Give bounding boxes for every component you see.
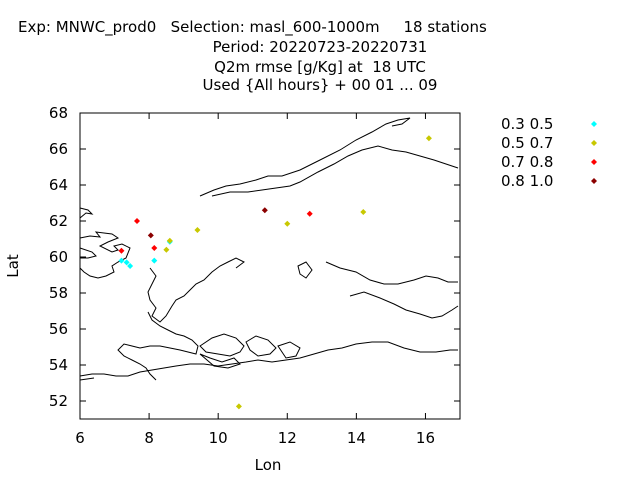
data-point-series-3: [134, 218, 140, 224]
y-tick-labels: 52 54 56 58 60 62 64 66 68: [49, 104, 68, 410]
data-point-series-2: [235, 403, 242, 410]
y-tick-label: 54: [49, 356, 68, 374]
x-tick-label: 6: [75, 429, 85, 447]
legend-marker: [591, 140, 597, 146]
data-point-series-2: [360, 209, 367, 215]
legend-label: 0.5 0.7: [501, 134, 553, 152]
axis-ticks: [79, 112, 460, 419]
chart-header-hours: Used {All hours} + 00 01 ... 09: [202, 76, 438, 94]
legend-label: 0.3 0.5: [501, 115, 553, 133]
data-point-series-2: [425, 135, 432, 142]
plot-frame: [79, 112, 461, 420]
x-tick-label: 8: [144, 429, 154, 447]
y-tick-label: 52: [49, 392, 68, 410]
y-tick-label: 66: [49, 140, 68, 158]
y-tick-label: 56: [49, 320, 68, 338]
data-point-series-1: [127, 263, 134, 269]
data-points: [118, 135, 432, 410]
legend-marker: [591, 159, 597, 165]
legend-label: 0.8 1.0: [501, 172, 553, 190]
data-point-series-4: [261, 207, 268, 214]
x-tick-label: 10: [209, 429, 228, 447]
x-tick-label: 12: [278, 429, 297, 447]
y-tick-label: 60: [49, 248, 68, 266]
legend-marker: [591, 178, 597, 184]
data-point-series-3: [306, 210, 313, 217]
y-tick-label: 68: [49, 104, 68, 122]
data-point-series-3: [151, 245, 158, 251]
data-point-series-1: [118, 257, 125, 264]
y-tick-label: 58: [49, 284, 68, 302]
legend-label: 0.7 0.8: [501, 153, 553, 171]
data-point-series-3: [118, 247, 125, 254]
data-point-series-4: [147, 232, 154, 239]
x-tick-label: 16: [416, 429, 435, 447]
chart-header-period: Period: 20220723-20220731: [212, 38, 428, 56]
y-tick-label: 64: [49, 176, 68, 194]
data-point-series-2: [284, 220, 291, 227]
data-point-series-2: [166, 237, 173, 244]
coastline-map: [79, 117, 459, 381]
data-point-series-1: [123, 259, 130, 266]
legend: 0.3 0.50.5 0.70.7 0.80.8 1.0: [501, 115, 597, 190]
chart-header-line1: Exp: MNWC_prod0 Selection: masl_600-1000…: [18, 18, 487, 36]
y-tick-label: 62: [49, 212, 68, 230]
data-point-series-2: [194, 227, 201, 233]
y-axis-label: Lat: [4, 254, 22, 278]
legend-marker: [591, 121, 597, 127]
x-tick-labels: 6 8 10 12 14 16: [75, 429, 435, 447]
x-tick-label: 14: [347, 429, 366, 447]
chart-title: Q2m rmse [g/Kg] at 18 UTC: [214, 58, 426, 76]
data-point-series-2: [163, 246, 170, 253]
data-point-series-1: [151, 257, 158, 264]
x-axis-label: Lon: [255, 456, 282, 474]
